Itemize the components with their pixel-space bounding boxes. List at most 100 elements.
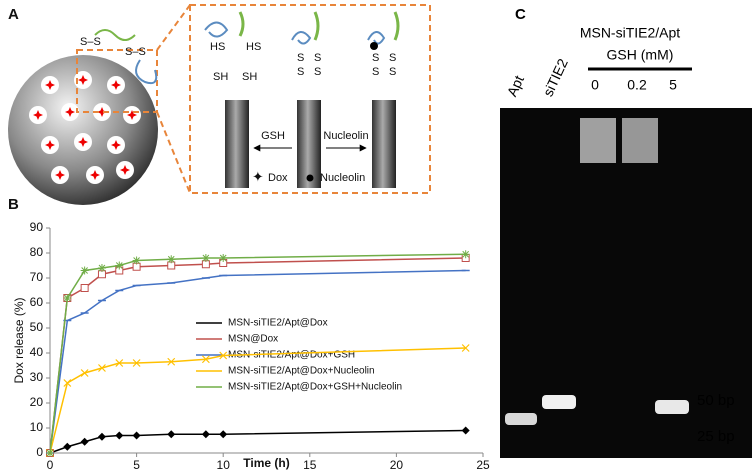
x-tick-label: 0 xyxy=(47,458,54,471)
point xyxy=(132,359,141,367)
series-line xyxy=(49,347,466,454)
point xyxy=(46,449,54,457)
x-tick-label: 10 xyxy=(217,458,231,471)
aptamer xyxy=(367,31,386,45)
sulfur-label: S xyxy=(372,66,379,78)
thiol-label: SH xyxy=(213,71,228,83)
legend-label: MSN@Dox xyxy=(228,334,278,345)
arrow-label: GSH xyxy=(261,130,285,142)
sulfur-label: S xyxy=(389,52,396,64)
lane-label: 5 xyxy=(669,77,677,93)
size-marker: 25 bp xyxy=(697,428,735,445)
point xyxy=(80,437,89,446)
y-tick-label: 80 xyxy=(30,245,44,259)
arrow-label: Nucleolin xyxy=(323,130,368,142)
legend-label: Nucleolin xyxy=(320,172,365,184)
sulfur-label: S xyxy=(314,52,321,64)
sirna xyxy=(94,29,136,41)
lane-label: 0.2 xyxy=(627,77,647,93)
sulfur-label: S xyxy=(372,52,379,64)
lane-label: Apt xyxy=(504,73,527,99)
band xyxy=(655,400,689,414)
thiol-label: HS xyxy=(246,41,261,53)
legend-label: Dox xyxy=(268,172,288,184)
zoom-line xyxy=(156,4,191,51)
point xyxy=(115,431,124,440)
band xyxy=(505,413,537,425)
aptamer xyxy=(204,21,229,38)
dox xyxy=(120,165,130,175)
size-marker: 50 bp xyxy=(697,392,735,409)
y-tick-label: 0 xyxy=(36,445,43,459)
point xyxy=(219,351,228,360)
zoom-box xyxy=(76,49,158,113)
series-line xyxy=(49,253,466,454)
point xyxy=(115,261,124,270)
dox xyxy=(65,107,75,117)
series-line xyxy=(49,257,466,454)
point xyxy=(201,430,210,439)
y-tick-label: 40 xyxy=(30,345,44,359)
point xyxy=(115,359,124,367)
point xyxy=(63,442,72,451)
x-tick-label: 25 xyxy=(476,458,490,471)
band xyxy=(580,118,616,163)
point xyxy=(98,364,106,372)
dox xyxy=(78,75,88,85)
disulfide-label: S–S xyxy=(125,46,146,58)
legend-label: MSN-siTIE2/Apt@Dox+GSH+Nucleolin xyxy=(228,382,402,393)
point xyxy=(167,430,176,439)
y-tick-label: 60 xyxy=(30,295,44,309)
dox xyxy=(111,140,121,150)
point xyxy=(80,266,89,275)
y-tick-label: 90 xyxy=(30,220,44,234)
zoom-line xyxy=(156,111,191,194)
point xyxy=(97,264,106,272)
point xyxy=(201,355,210,364)
point xyxy=(219,430,228,439)
x-tick-label: 5 xyxy=(133,458,140,471)
y-tick-label: 50 xyxy=(30,320,44,334)
panel-label: B xyxy=(8,196,19,213)
y-tick-label: 30 xyxy=(30,370,44,384)
band xyxy=(622,118,658,163)
thiol-label: SH xyxy=(242,71,257,83)
dox xyxy=(127,110,137,120)
legend-label: MSN-siTIE2/Apt@Dox+GSH xyxy=(228,350,355,361)
x-axis-label: Time (h) xyxy=(243,456,289,470)
dox xyxy=(45,140,55,150)
point xyxy=(97,432,106,441)
point xyxy=(132,431,141,440)
disulfide-label: S–S xyxy=(80,36,101,48)
x-tick-label: 20 xyxy=(390,458,404,471)
tube xyxy=(225,100,249,188)
sulfur-label: S xyxy=(314,66,321,78)
sirna xyxy=(313,11,320,41)
sulfur-label: S xyxy=(297,52,304,64)
series-line xyxy=(49,269,466,454)
point xyxy=(132,256,141,265)
y-axis-label: Dox release (%) xyxy=(12,297,26,383)
dox xyxy=(33,110,43,120)
panel-label: C xyxy=(515,6,526,23)
aptamer xyxy=(291,31,312,45)
sulfur-label: S xyxy=(297,66,304,78)
detail-box xyxy=(189,4,431,194)
dox xyxy=(45,80,55,90)
dox xyxy=(90,170,100,180)
panel-c: C MSN-siTIE2/Apt GSH (mM) Apt siTIE2 0 0… xyxy=(500,6,752,458)
nucleolin xyxy=(370,42,378,50)
y-tick-label: 10 xyxy=(30,420,44,434)
lane-label: siTIE2 xyxy=(540,56,571,99)
point xyxy=(80,369,89,377)
panel-label: A xyxy=(8,6,19,23)
point xyxy=(80,284,89,292)
point xyxy=(461,344,470,352)
point xyxy=(461,426,470,435)
sulfur-label: S xyxy=(389,66,396,78)
dox xyxy=(78,137,88,147)
aptamer xyxy=(135,59,158,85)
point xyxy=(63,379,72,387)
legend-label: MSN-siTIE2/Apt@Dox xyxy=(228,318,328,329)
